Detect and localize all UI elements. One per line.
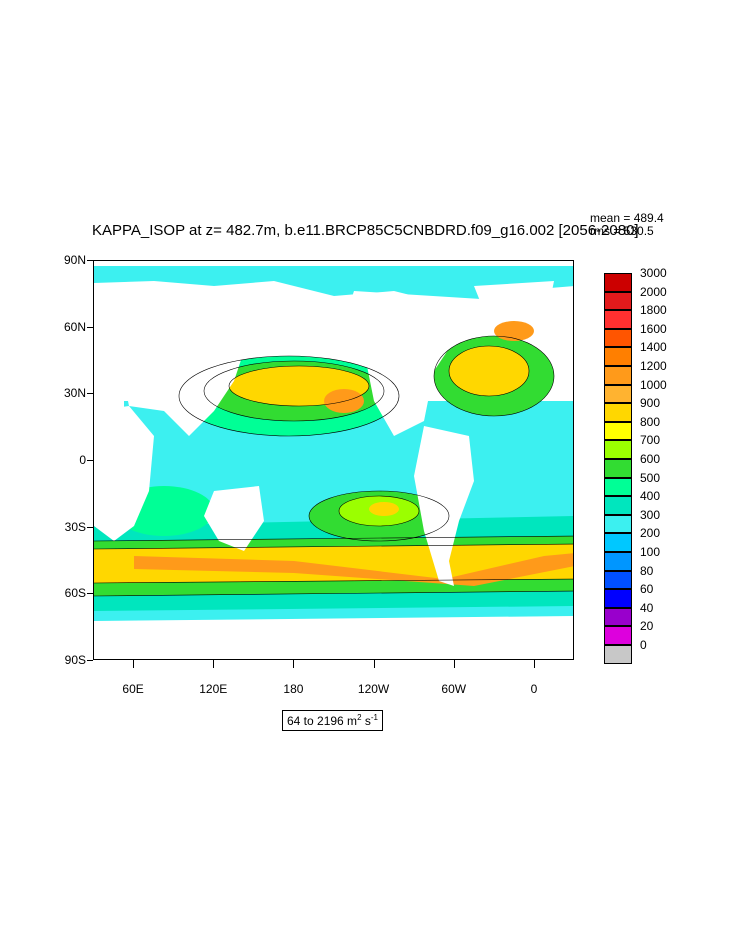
colorbar-label: 500 (640, 470, 661, 485)
x-tick (293, 660, 295, 668)
land-greenland (474, 281, 554, 321)
colorbar-label: 2000 (640, 284, 667, 299)
southern-band-800 (94, 544, 573, 583)
range-mid: s (361, 714, 371, 728)
north-atlantic-1200 (494, 321, 534, 341)
colorbar-box (604, 291, 632, 311)
colorbar-box (604, 477, 632, 497)
north-pacific-1200 (324, 389, 364, 413)
colorbar-label: 1600 (640, 321, 667, 336)
y-tick (87, 260, 93, 261)
southern-band-1200 (134, 553, 573, 586)
range-exp2: -1 (370, 713, 378, 722)
range-label: 64 to 2196 m2 s-1 (282, 710, 383, 731)
colorbar-box (604, 607, 632, 627)
land-south-america (414, 426, 474, 586)
colorbar-label: 100 (640, 545, 661, 559)
y-tick-label: 30N (63, 386, 86, 401)
colorbar-box (604, 570, 632, 590)
land-north-america (344, 291, 514, 436)
colorbar-label: 0 (640, 638, 647, 652)
colorbar-box (604, 626, 632, 645)
colorbar-label: 600 (640, 452, 661, 466)
y-tick-label: 30S (64, 519, 86, 534)
colorbar-label: 700 (640, 433, 661, 448)
colorbar-box (604, 403, 632, 422)
x-tick (533, 660, 535, 668)
south-pacific-1000 (369, 502, 399, 516)
x-tick (453, 660, 455, 668)
x-tick (213, 660, 215, 668)
y-tick (87, 593, 93, 595)
stats-mean: mean = 489.4 (590, 211, 664, 225)
range-text: 64 to 2196 m (287, 714, 358, 728)
y-tick (87, 393, 93, 395)
land-asia-europe (94, 286, 274, 436)
colorbar-label: 3000 (640, 266, 667, 280)
colorbar-box (604, 459, 632, 478)
y-tick-label: 0 (79, 453, 86, 467)
colorbar-label: 80 (640, 563, 654, 578)
stats-rms: rms = 530.5 (590, 224, 654, 238)
colorbar-label: 300 (640, 507, 661, 522)
colorbar-box (604, 514, 632, 534)
stats-box: mean = 489.4 rms = 530.5 (590, 212, 664, 238)
colorbar-box (604, 328, 632, 348)
contour-lines (94, 335, 573, 597)
y-tick (87, 660, 93, 661)
colorbar-label: 200 (640, 526, 661, 541)
x-tick-label: 60W (441, 682, 467, 696)
land-africa (94, 406, 154, 541)
x-tick-label: 180 (283, 682, 304, 696)
colorbar-box (604, 552, 632, 571)
colorbar-box (604, 384, 632, 404)
colorbar-label: 800 (640, 414, 661, 429)
x-tick-label: 120E (199, 682, 228, 696)
y-tick-label: 90S (64, 653, 86, 667)
colorbar-label: 400 (640, 489, 661, 504)
north-atlantic-900 (449, 346, 529, 396)
colorbar-box (604, 645, 632, 664)
land-australia (204, 486, 264, 551)
colorbar-box (604, 310, 632, 329)
colorbar-label: 40 (640, 600, 654, 615)
x-tick-label: 60E (122, 682, 144, 696)
y-tick (87, 326, 93, 328)
x-tick (133, 660, 135, 668)
colorbar-box (604, 347, 632, 366)
y-tick-label: 60N (63, 319, 86, 334)
colorbar-box (604, 421, 632, 441)
x-tick-label: 0 (530, 682, 538, 696)
colorbar-label: 1000 (640, 377, 667, 392)
colorbar-box (604, 273, 632, 292)
y-tick-label: 90N (63, 253, 86, 267)
colorbar-label: 900 (640, 396, 661, 411)
y-tick-label: 60S (64, 586, 86, 601)
colorbar-box (604, 440, 632, 459)
map-field (94, 261, 573, 659)
colorbar-box (604, 533, 632, 552)
colorbar-box (604, 496, 632, 515)
colorbar-label: 1400 (640, 340, 667, 355)
plot-title: KAPPA_ISOP at z= 482.7m, b.e11.BRCP85C5C… (92, 222, 639, 239)
x-tick-label: 120W (357, 682, 390, 696)
colorbar-box (604, 589, 632, 608)
y-tick (87, 460, 93, 461)
y-tick (87, 526, 93, 528)
range-exp1: 2 (357, 713, 362, 722)
map-plot (93, 260, 574, 660)
x-tick (373, 660, 375, 668)
colorbar-label: 20 (640, 619, 654, 634)
colorbar-label: 60 (640, 582, 654, 597)
colorbar-box (604, 366, 632, 385)
colorbar-label: 1200 (640, 359, 667, 373)
land-antarctica (94, 616, 573, 659)
arctic-band (94, 266, 573, 306)
colorbar-label: 1800 (640, 303, 667, 318)
